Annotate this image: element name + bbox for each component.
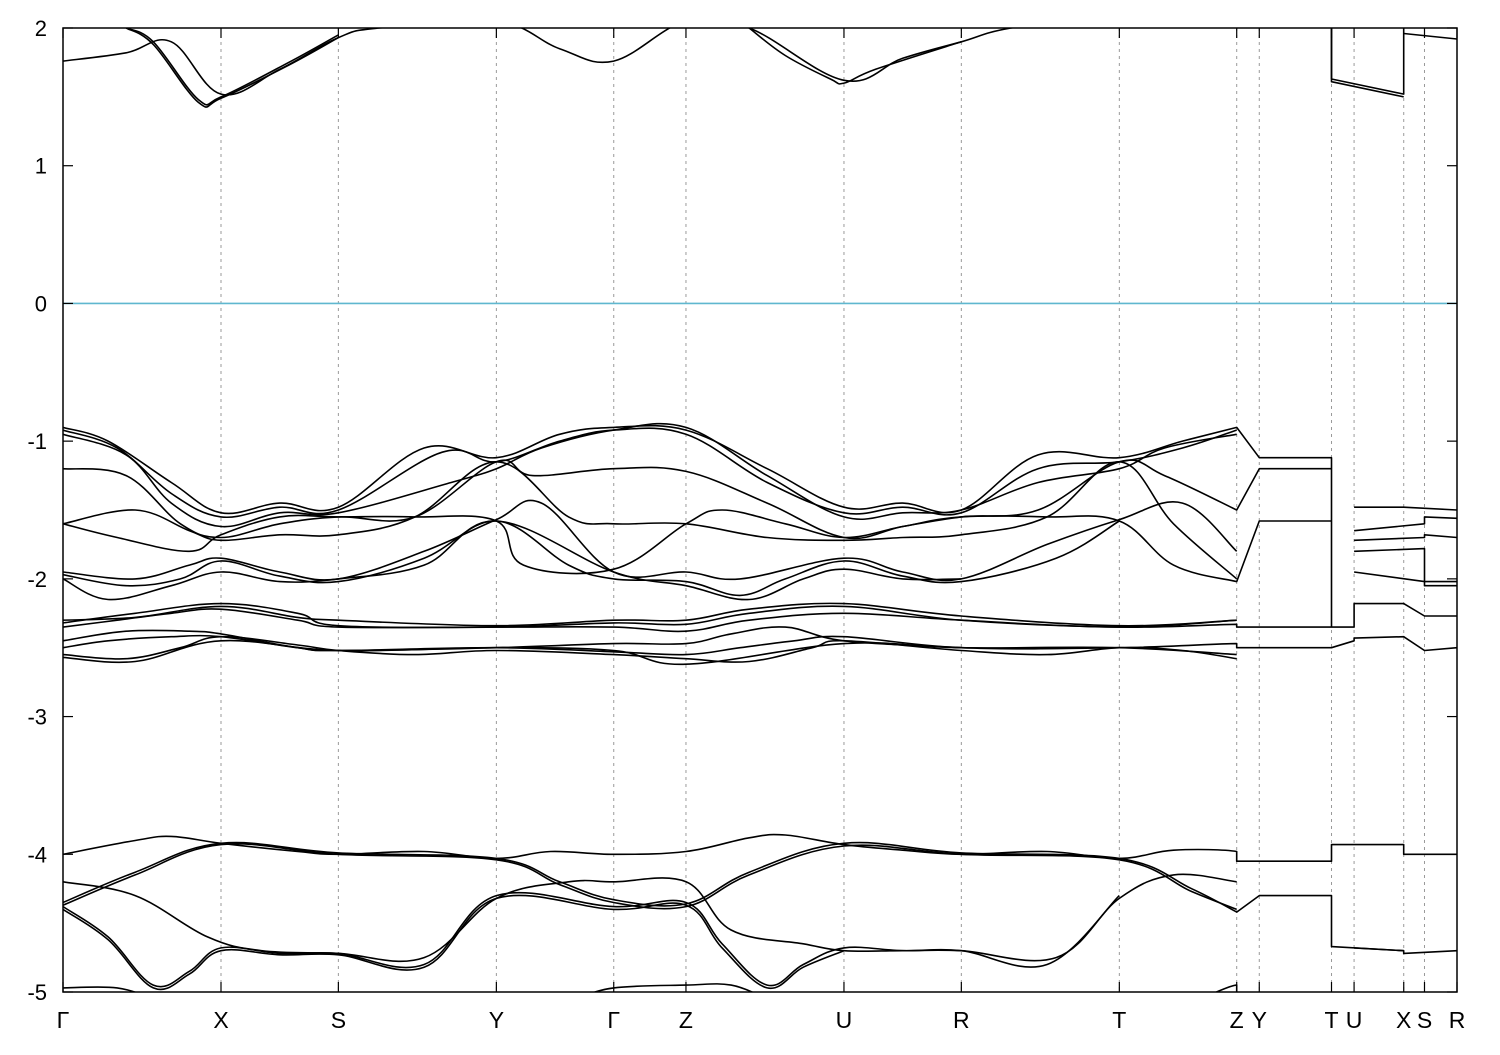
band-line xyxy=(1403,32,1457,40)
band-line xyxy=(63,894,845,991)
x-tick-label: T xyxy=(1112,1007,1126,1033)
band-line xyxy=(1353,571,1457,587)
band-line xyxy=(63,520,962,601)
x-tick-label: Y xyxy=(1252,1007,1267,1033)
band-line xyxy=(63,635,1237,663)
band-line xyxy=(63,833,1457,862)
band-line xyxy=(63,841,1404,952)
band-line xyxy=(63,28,1016,96)
band-line xyxy=(748,28,962,85)
y-tick-label: -3 xyxy=(27,705,47,730)
x-tick-label: S xyxy=(331,1007,346,1033)
band-line xyxy=(1354,947,1457,955)
y-tick-label: -4 xyxy=(27,842,47,867)
band-line xyxy=(63,986,138,992)
band-line xyxy=(1354,547,1457,583)
x-tick-label: U xyxy=(836,1007,853,1033)
x-tick-label: Z xyxy=(679,1007,693,1033)
band-line xyxy=(63,422,1237,528)
y-tick-label: -2 xyxy=(27,567,47,592)
x-tick-label: X xyxy=(213,1007,228,1033)
band-line xyxy=(63,608,1237,633)
y-tick-label: -1 xyxy=(27,429,47,454)
band-line xyxy=(63,424,1333,628)
y-tick-label: 2 xyxy=(35,16,47,41)
x-tick-label: R xyxy=(953,1007,970,1033)
band-line xyxy=(63,891,1120,988)
band-line xyxy=(63,460,1238,580)
band-line xyxy=(63,509,1332,583)
x-tick-label: T xyxy=(1324,1007,1338,1033)
x-tick-label: Γ xyxy=(607,1007,620,1033)
band-line xyxy=(1354,506,1457,511)
plot-frame xyxy=(62,27,1458,993)
x-tick-label: X xyxy=(1396,1007,1411,1033)
band-line xyxy=(63,459,1332,540)
band-line xyxy=(63,602,1237,627)
y-tick-label: 0 xyxy=(35,291,47,316)
x-tick-label: Z xyxy=(1230,1007,1244,1033)
band-line xyxy=(125,28,339,108)
band-line xyxy=(1354,534,1457,542)
x-tick-label: S xyxy=(1417,1007,1432,1033)
y-tick-label: 1 xyxy=(35,154,47,179)
band-line xyxy=(1354,516,1457,532)
band-line xyxy=(125,28,339,106)
y-tick-label: -5 xyxy=(27,980,47,1005)
x-tick-label: U xyxy=(1346,1007,1363,1033)
x-tick-label: Γ xyxy=(57,1007,70,1033)
band-line xyxy=(63,843,1238,911)
band-line xyxy=(63,639,1237,666)
band-series-group xyxy=(63,28,1457,992)
x-tick-label: R xyxy=(1449,1007,1466,1033)
x-tick-label: Y xyxy=(489,1007,504,1033)
band-line xyxy=(1330,28,1404,98)
